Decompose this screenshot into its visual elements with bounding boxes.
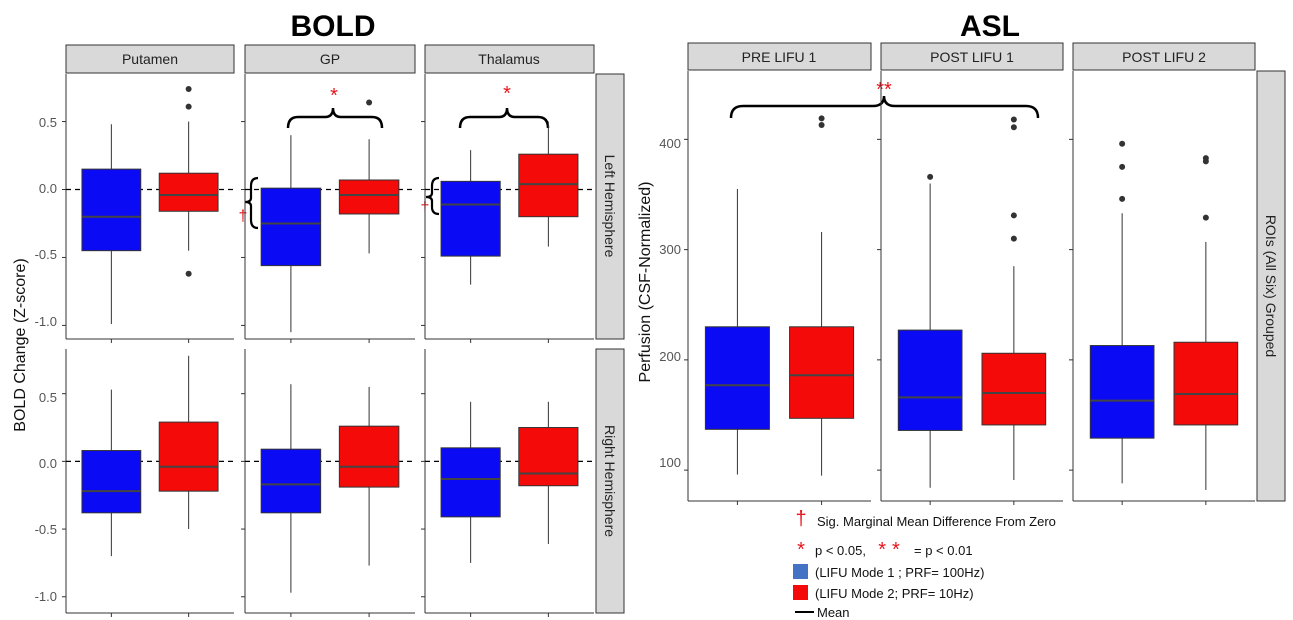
asl-chart: ASL Perfusion (CSF-Normalized) PRE LIFU … (637, 10, 1286, 502)
gp-dagger: † (239, 208, 248, 225)
outlier-point (1010, 235, 1017, 242)
legend-single-star: * (797, 539, 805, 561)
legend-dagger-label: Sig. Marginal Mean Difference From Zero (817, 514, 1056, 529)
bold-bottom-ytick-label: -0.5 (35, 522, 57, 537)
strip-gp-label: GP (320, 51, 340, 67)
strip-pre-lifu-1-label: PRE LIFU 1 (742, 49, 817, 65)
bold-top-ytick-label: 0.0 (39, 181, 57, 196)
box (81, 450, 142, 514)
box (158, 421, 219, 492)
box (440, 180, 501, 257)
strip-pre-lifu-1 (687, 42, 872, 71)
strip-putamen-label: Putamen (122, 51, 178, 67)
outlier-point (1010, 116, 1017, 123)
bold-title: BOLD (291, 10, 376, 43)
strip-putamen (65, 44, 235, 74)
outlier-point (818, 122, 825, 129)
asl-significance-brace (729, 95, 1040, 119)
outlier-point (1119, 140, 1126, 147)
outlier-point (366, 99, 373, 106)
box (158, 172, 219, 212)
strip-rois-grouped (1256, 70, 1286, 502)
box (518, 153, 579, 218)
legend-p-001: = p < 0.01 (914, 543, 973, 558)
box (1173, 341, 1239, 426)
outlier-point (185, 103, 192, 110)
strip-post-lifu-2 (1072, 42, 1256, 71)
legend-double-star: ** (878, 539, 906, 561)
chart-marks (62, 71, 1255, 617)
bold-top-ytick-label: 0.5 (39, 115, 57, 130)
asl-significance-stars: ** (876, 79, 892, 101)
strip-right-hemisphere (595, 348, 625, 614)
box (81, 168, 142, 252)
legend-mode2-label: (LIFU Mode 2; PRF= 10Hz) (815, 586, 974, 601)
box (704, 326, 770, 430)
asl-ytick-label: 200 (659, 349, 681, 364)
strip-left-hemisphere (595, 73, 625, 340)
box (518, 427, 579, 487)
box (981, 352, 1047, 426)
box (338, 425, 400, 488)
outlier-point (1119, 163, 1126, 170)
bold-top-ytick-label: -1.0 (35, 314, 57, 329)
asl-ytick-label: 300 (659, 242, 681, 257)
outlier-point (1202, 214, 1209, 221)
asl-title: ASL (960, 10, 1020, 43)
outlier-point (185, 85, 192, 92)
strip-gp (244, 44, 416, 74)
outlier-point (185, 270, 192, 277)
legend: † Sig. Marginal Mean Difference From Zer… (793, 508, 1056, 620)
strip-right-hemisphere-label: Right Hemisphere (602, 425, 618, 537)
box (1089, 345, 1155, 439)
strip-rois-grouped-label: ROIs (All Six) Grouped (1263, 215, 1279, 357)
box (897, 329, 963, 431)
asl-ytick-label: 400 (659, 136, 681, 151)
box (260, 187, 322, 267)
strip-thalamus-label: Thalamus (478, 51, 539, 67)
outlier-point (1010, 124, 1017, 131)
legend-mode1-label: (LIFU Mode 1 ; PRF= 100Hz) (815, 565, 984, 580)
asl-y-axis-title: Perfusion (CSF-Normalized) (637, 182, 654, 383)
outlier-point (927, 173, 934, 180)
box (440, 447, 501, 518)
strip-left-hemisphere-label: Left Hemisphere (602, 155, 618, 258)
box (789, 326, 855, 419)
outlier-point (1202, 158, 1209, 165)
gp-significance-star: * (330, 85, 338, 107)
legend-dagger-symbol: † (795, 508, 806, 530)
bold-y-axis-title: BOLD Change (Z-score) (12, 258, 29, 431)
outlier-point (818, 115, 825, 122)
bold-chart: BOLD BOLD Change (Z-score) Putamen GP Th… (12, 10, 625, 614)
legend-mean-label: Mean (817, 605, 850, 620)
thalamus-significance-star: * (503, 83, 511, 105)
strip-thalamus (424, 44, 595, 74)
box (260, 448, 322, 514)
legend-p-005: p < 0.05, (815, 543, 866, 558)
strip-post-lifu-1-label: POST LIFU 1 (930, 49, 1014, 65)
legend-mode1-swatch (793, 564, 808, 579)
strip-post-lifu-2-label: POST LIFU 2 (1122, 49, 1206, 65)
asl-ytick-label: 100 (659, 455, 681, 470)
legend-mode2-swatch (793, 585, 808, 600)
bold-bottom-ytick-label: 0.5 (39, 390, 57, 405)
thalamus-significance-brace (458, 107, 550, 129)
box (338, 179, 400, 215)
bold-bottom-ytick-label: 0.0 (39, 456, 57, 471)
bold-bottom-ytick-label: -1.0 (35, 589, 57, 604)
strip-post-lifu-1 (880, 42, 1064, 71)
gp-significance-brace (286, 107, 384, 129)
outlier-point (1119, 195, 1126, 202)
bold-top-ytick-label: -0.5 (35, 247, 57, 262)
outlier-point (1010, 212, 1017, 219)
thalamus-dagger-brace (425, 176, 440, 216)
